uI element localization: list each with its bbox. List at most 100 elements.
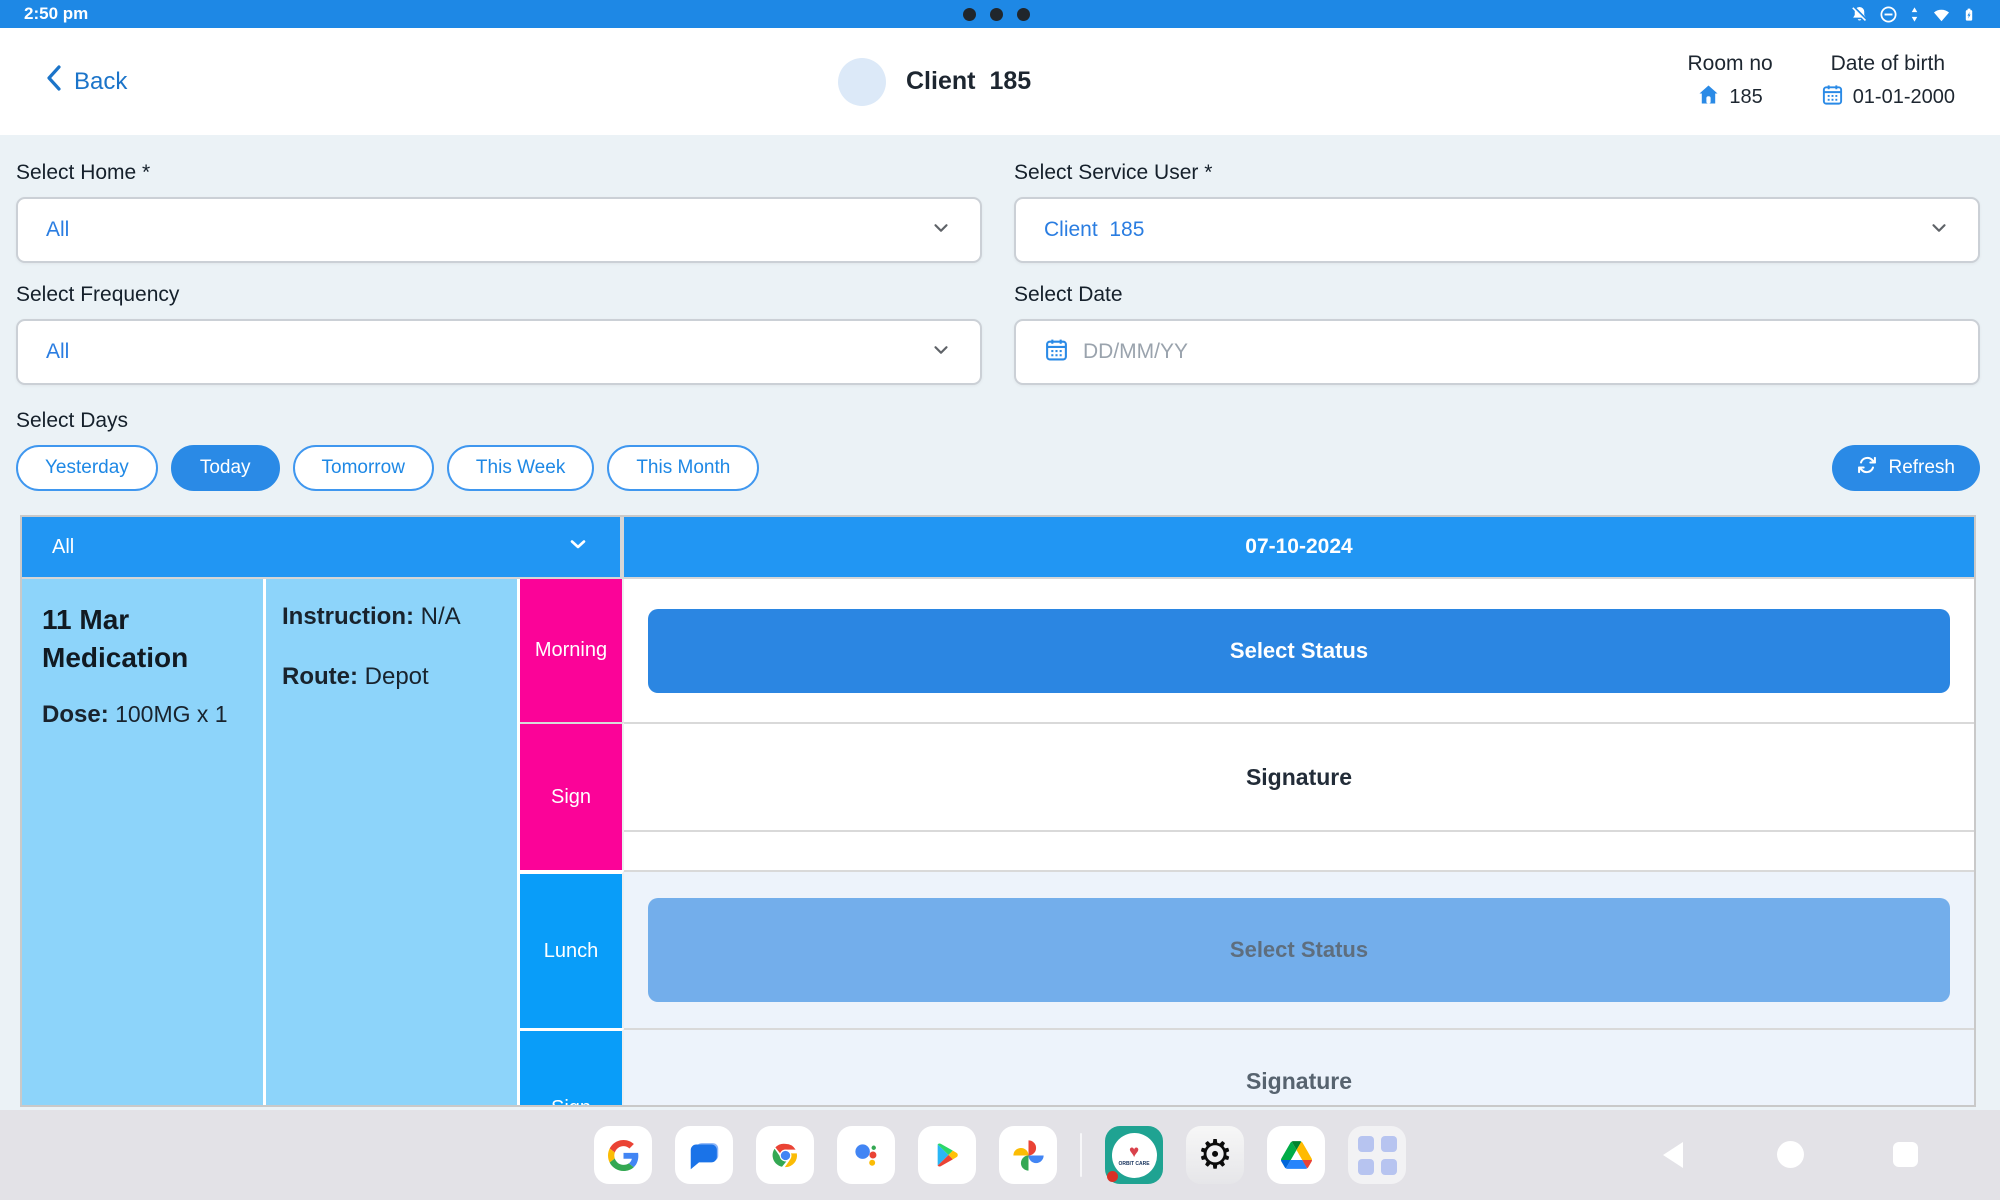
camera-cutout (963, 8, 1030, 21)
photos-icon (1012, 1139, 1044, 1171)
app-library-icon[interactable] (1348, 1126, 1406, 1184)
lunch-status-cell: Select Status (624, 870, 1974, 1028)
android-recents-button[interactable] (1893, 1142, 1918, 1167)
notification-dot (1107, 1171, 1118, 1182)
morning-signature-cell[interactable]: Signature (624, 722, 1974, 830)
orbit-care-app-icon[interactable]: ♥ ORBIT CARE (1105, 1126, 1163, 1184)
room-info: Room no 185 (1687, 52, 1772, 112)
messages-app-icon[interactable] (675, 1126, 733, 1184)
schedule-filter-dropdown[interactable]: All (22, 517, 620, 577)
status-bar: 2:50 pm (0, 0, 2000, 28)
instruction-label: Instruction: (282, 603, 414, 630)
notifications-off-icon (1850, 5, 1869, 24)
drive-app-icon[interactable] (1267, 1126, 1325, 1184)
google-app-icon[interactable] (594, 1126, 652, 1184)
refresh-icon (1857, 455, 1877, 481)
calendar-icon (1044, 337, 1069, 367)
android-home-button[interactable] (1777, 1141, 1804, 1168)
select-service-user-dropdown[interactable]: Client 185 (1014, 197, 1980, 263)
heart-icon: ♥ (1128, 1142, 1140, 1161)
main-content: Select Home * All Select Service User * … (0, 135, 2000, 1107)
select-home-label: Select Home * (16, 161, 151, 184)
day-chip-this-month[interactable]: This Month (607, 445, 760, 491)
photos-app-icon[interactable] (999, 1126, 1057, 1184)
day-chip-today[interactable]: Today (170, 445, 280, 491)
calendar-icon (1821, 83, 1844, 112)
chrome-icon (770, 1140, 800, 1170)
android-back-button[interactable] (1663, 1142, 1683, 1168)
chrome-app-icon[interactable] (756, 1126, 814, 1184)
page-title: Client 185 (906, 67, 1032, 95)
back-button[interactable]: Back (45, 64, 127, 99)
messages-icon (690, 1142, 718, 1169)
dock-divider (1080, 1133, 1082, 1177)
medication-info-cell: Instruction: N/A Route: Depot (266, 579, 520, 1105)
morning-signature-label: Signature (1245, 763, 1353, 790)
assistant-app-icon[interactable] (837, 1126, 895, 1184)
select-date-label: Select Date (1014, 283, 1123, 306)
date-placeholder: DD/MM/YY (1083, 340, 1188, 363)
route-value: Depot (364, 663, 429, 690)
play-store-app-icon[interactable] (918, 1126, 976, 1184)
orbit-care-label: ORBIT CARE (1118, 1161, 1150, 1167)
dob-label: Date of birth (1830, 51, 1946, 75)
dob-info: Date of birth 01-01-2000 (1821, 52, 1955, 112)
select-home-dropdown[interactable]: All (16, 197, 982, 263)
schedule-date-header: 07-10-2024 (624, 517, 1974, 577)
instruction-value: N/A (420, 603, 461, 630)
spacer-row (624, 830, 1974, 870)
route-label: Route: (282, 663, 358, 690)
morning-status-cell: Select Status (624, 579, 1974, 722)
morning-select-status-button[interactable]: Select Status (648, 608, 1950, 693)
select-days-label: Select Days (16, 409, 129, 432)
date-picker-field[interactable]: DD/MM/YY (1014, 319, 1980, 385)
lunch-signature-cell[interactable]: Signature (624, 1028, 1974, 1105)
slot-label-sign-morning: Sign (520, 722, 624, 870)
drive-icon (1280, 1141, 1312, 1169)
day-chip-yesterday[interactable]: Yesterday (16, 445, 158, 491)
medication-schedule-table: All 07-10-2024 11 Mar Medication Dose: 1… (20, 515, 1976, 1107)
dob-value: 01-01-2000 (1852, 85, 1955, 108)
room-label: Room no (1687, 51, 1773, 75)
do-not-disturb-icon (1879, 5, 1898, 24)
refresh-label: Refresh (1888, 457, 1955, 478)
medication-name: 11 Mar Medication (42, 604, 189, 673)
chevron-down-icon (930, 339, 952, 366)
select-frequency-dropdown[interactable]: All (16, 319, 982, 385)
chevron-down-icon (1928, 217, 1950, 244)
back-chevron-icon (45, 64, 62, 99)
slot-label-sign-lunch: Sign (520, 1028, 624, 1105)
home-icon (1697, 83, 1720, 112)
select-home-value: All (46, 218, 70, 241)
google-icon (607, 1139, 638, 1171)
select-frequency-label: Select Frequency (16, 283, 180, 306)
lunch-signature-label: Signature (1245, 1068, 1353, 1094)
client-avatar (838, 57, 886, 106)
slot-label-lunch: Lunch (520, 870, 624, 1028)
assistant-icon (854, 1143, 876, 1166)
battery-charging-icon (1962, 4, 1976, 25)
slot-label-morning: Morning (520, 579, 624, 722)
clock: 2:50 pm (24, 4, 89, 23)
taskbar: ♥ ORBIT CARE ⚙ (0, 1110, 2000, 1200)
room-value: 185 (1729, 85, 1763, 108)
play-store-icon (937, 1143, 958, 1167)
day-chip-this-week[interactable]: This Week (446, 445, 595, 491)
select-service-user-label: Select Service User * (1014, 161, 1213, 184)
dose-label: Dose: (42, 700, 109, 728)
settings-app-icon[interactable]: ⚙ (1186, 1126, 1244, 1184)
select-service-user-value: Client 185 (1044, 218, 1145, 241)
chevron-down-icon (930, 217, 952, 244)
select-frequency-value: All (46, 340, 70, 363)
lunch-select-status-button[interactable]: Select Status (648, 898, 1950, 1002)
back-label: Back (74, 67, 128, 95)
apps-grid-icon (1357, 1135, 1397, 1175)
medication-name-cell: 11 Mar Medication Dose: 100MG x 1 (22, 579, 266, 1105)
app-header: Back Client 185 Room no 185 Date of birth… (0, 28, 2000, 135)
day-chip-tomorrow[interactable]: Tomorrow (292, 445, 434, 491)
chevron-down-icon (566, 532, 590, 562)
network-activity-icon (1908, 5, 1921, 24)
wifi-icon (1931, 5, 1952, 24)
schedule-filter-value: All (52, 535, 75, 558)
refresh-button[interactable]: Refresh (1832, 445, 1980, 491)
